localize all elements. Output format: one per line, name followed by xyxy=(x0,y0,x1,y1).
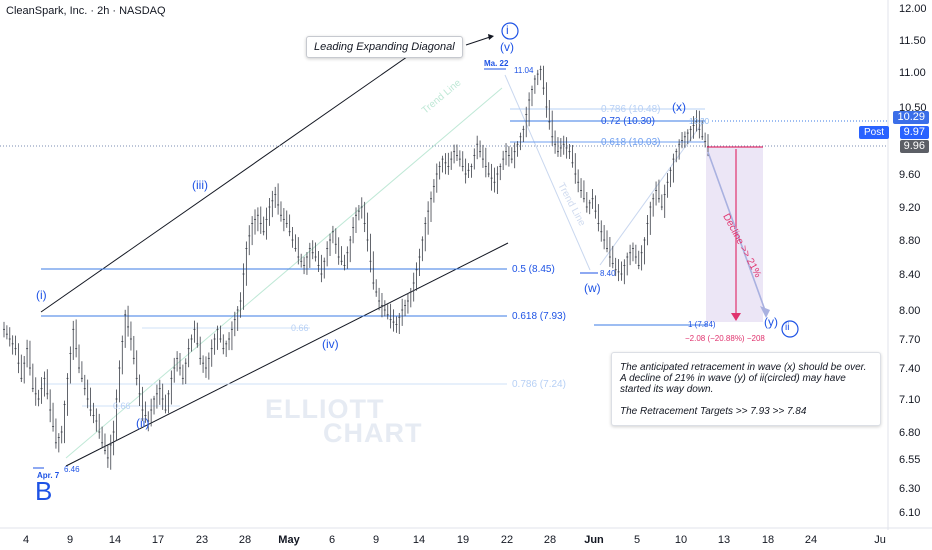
wave-label-y: (y) xyxy=(764,315,778,329)
fib-label-0618-upper: 0.618 (10.03) xyxy=(601,137,661,148)
decline-stats: −2.08 (−20.88%) −208 xyxy=(685,334,765,343)
price-badge-997: 9.97 xyxy=(899,126,929,139)
wave-label-x: (x) xyxy=(672,100,686,114)
low-w-price: 8.40 xyxy=(600,269,616,278)
leading-diagonal-pointer xyxy=(465,36,491,46)
wave-label-iv: (iv) xyxy=(322,337,339,351)
fib-label-05: 0.5 (8.45) xyxy=(512,264,555,275)
x-tick-label: 28 xyxy=(239,534,251,546)
fib-label-0786-lower: 0.786 (7.24) xyxy=(512,379,566,390)
y-tick-label: 6.30 xyxy=(899,483,920,495)
x-tick-label: 14 xyxy=(413,534,425,546)
wave-label-w: (w) xyxy=(584,281,601,295)
watermark-line2: CHART xyxy=(323,418,423,448)
wave-label-v: (v) xyxy=(500,40,514,54)
leading-diagonal-pointer-head xyxy=(488,34,494,40)
channel-lower-line xyxy=(65,242,509,467)
low-b-price: 6.46 xyxy=(64,465,80,474)
wave-label-ii: (ii) xyxy=(136,416,150,430)
x-tick-label: 10 xyxy=(675,534,687,546)
analysis-note: The anticipated retracement in wave (x) … xyxy=(611,352,881,426)
x-tick-label: 24 xyxy=(805,534,817,546)
low-b-date: Apr. 7 xyxy=(37,471,60,480)
wave-label-iii: (iii) xyxy=(192,178,208,192)
y-axis: 12.0011.5011.0010.509.609.208.808.408.00… xyxy=(887,0,927,530)
x-tick-label: 28 xyxy=(544,534,556,546)
note-line-2: A decline of 21% in wave (y) of ii(circl… xyxy=(620,373,846,395)
x-tick-label: Ju xyxy=(874,534,886,546)
minor-fib-label-b: 0.66 xyxy=(113,401,131,411)
y-tick-label: 8.80 xyxy=(899,235,920,247)
high-v-date: Ma. 22 xyxy=(484,59,509,68)
channel-trend-line-light xyxy=(65,87,503,459)
x-tick-label: 13 xyxy=(718,534,730,546)
high-v-price: 11.04 xyxy=(514,66,534,75)
y-tick-label: 7.70 xyxy=(899,334,920,346)
post-market-label: Post xyxy=(859,126,890,139)
wave-circle-ii xyxy=(781,320,799,338)
wave-circle-i xyxy=(501,22,519,40)
x-tick-label: 5 xyxy=(634,534,640,546)
fib-label-0786-upper: 0.786 (10.48) xyxy=(601,104,661,115)
note-line-1: The anticipated retracement in wave (x) … xyxy=(620,362,867,373)
note-line-3: The Retracement Targets >> 7.93 >> 7.84 xyxy=(620,406,807,417)
y-tick-label: 6.10 xyxy=(899,507,920,519)
x-axis: 4 9 14 17 23 28 May 6 9 14 19 22 28 Jun 5 10 13 18 24 Ju xyxy=(0,527,932,546)
wave-x-path xyxy=(599,121,704,266)
high-x-price: 10.30 xyxy=(689,117,710,126)
channel-upper-line xyxy=(40,51,415,313)
watermark-line1: ELLIOTT xyxy=(265,394,385,424)
candles xyxy=(3,65,709,470)
x-tick-label: 6 xyxy=(329,534,335,546)
wave-label-B: B xyxy=(35,476,53,506)
x-tick-label: 18 xyxy=(762,534,774,546)
price-badge-996: 9.96 xyxy=(899,140,929,153)
y-tick-label: 7.10 xyxy=(899,394,920,406)
x-tick-label: 22 xyxy=(501,534,513,546)
wave-label-circle-ii: ii xyxy=(785,322,790,333)
y-tick-label: 9.60 xyxy=(899,169,920,181)
price-badge-1029: 10.29 xyxy=(893,111,929,124)
x-tick-label: 19 xyxy=(457,534,469,546)
y-tick-label: 11.50 xyxy=(899,35,926,47)
y-tick-label: 6.55 xyxy=(899,454,920,466)
fib-label-0618-lower: 0.618 (7.93) xyxy=(512,311,566,322)
decline-target-label: 1 (7.84) xyxy=(688,320,716,329)
x-tick-label: May xyxy=(278,534,300,546)
fib-label-072: 0.72 (10.30) xyxy=(601,116,655,127)
y-tick-label: 12.00 xyxy=(899,3,927,15)
x-tick-label: 23 xyxy=(196,534,208,546)
y-tick-label: 6.80 xyxy=(899,427,920,439)
leading-diagonal-label: Leading Expanding Diagonal xyxy=(306,36,463,58)
x-tick-label: 14 xyxy=(109,534,121,546)
wave-w-x-path xyxy=(504,74,591,271)
x-tick-label: 9 xyxy=(67,534,73,546)
projection-arrow-head xyxy=(760,306,770,318)
projection-arrow xyxy=(707,151,767,314)
x-tick-label: 4 xyxy=(23,534,29,546)
x-tick-label: 17 xyxy=(152,534,164,546)
wave-label-circle-i: i xyxy=(506,23,509,37)
decline-projection-box xyxy=(706,147,763,322)
wave-label-i: (i) xyxy=(36,288,47,302)
y-tick-label: 8.40 xyxy=(899,269,920,281)
x-tick-label: Jun xyxy=(584,534,604,546)
y-tick-label: 8.00 xyxy=(899,305,920,317)
x-tick-label: 9 xyxy=(373,534,379,546)
y-tick-label: 9.20 xyxy=(899,202,920,214)
chart-title: CleanSpark, Inc. · 2h · NASDAQ xyxy=(6,5,166,17)
decline-arrow-head xyxy=(731,313,741,321)
y-tick-label: 11.00 xyxy=(899,67,926,79)
y-tick-label: 7.40 xyxy=(899,363,920,375)
minor-fib-label-a: 0.66 xyxy=(291,323,309,333)
